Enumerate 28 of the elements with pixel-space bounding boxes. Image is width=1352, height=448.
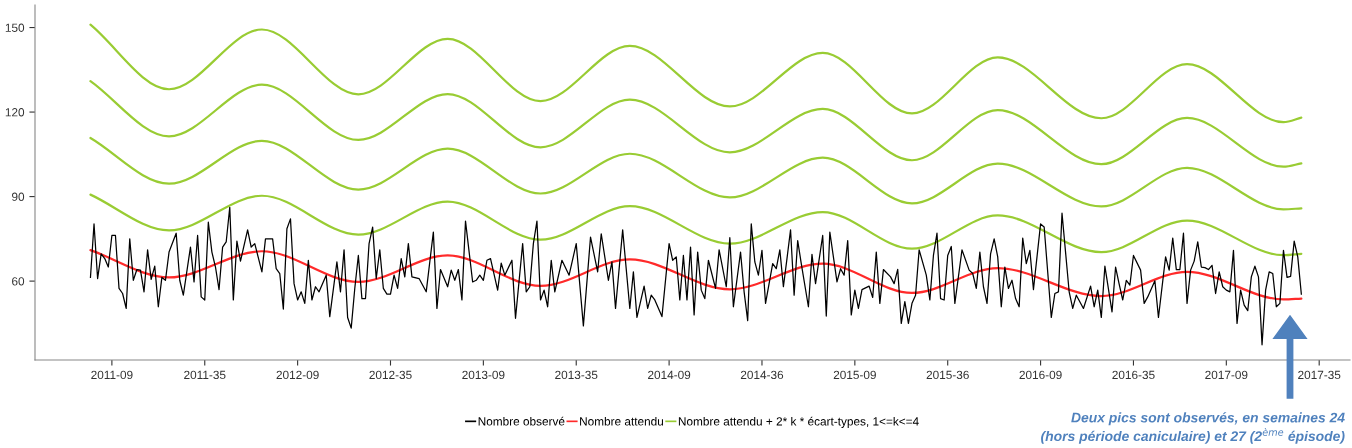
text: Deux pics sont observés, en semaines 24 (hors période caniculaire) et 27 (2$^{ème}$ épisode) <box>1041 412 1345 444</box>
y-tick-label: 90 <box>12 192 25 201</box>
x-tick-label: 2013-35 <box>555 370 598 380</box>
y-tick-label: 150 <box>5 23 25 32</box>
x-tick-label: 2012-35 <box>369 370 412 380</box>
x-tick-label: 2015-09 <box>833 370 876 380</box>
x-tick-label: 2012-09 <box>276 370 319 380</box>
line-series <box>89 206 1302 346</box>
x-tick-label: 2016-35 <box>1112 370 1155 380</box>
line-series <box>89 79 1303 168</box>
legend-label: Nombre attendu + 2* k * écart-types, 1<=k<=4 <box>678 416 919 428</box>
line-series <box>89 249 1303 301</box>
line-series <box>89 136 1303 211</box>
line-series <box>89 23 1303 124</box>
y-tick-label: 60 <box>12 277 25 286</box>
x-tick-label: 2011-09 <box>91 370 133 380</box>
x-tick-label: 2017-09 <box>1205 370 1248 380</box>
x-tick-label: 2016-09 <box>1019 370 1062 380</box>
line-series <box>89 193 1303 257</box>
x-tick-label: 2015-36 <box>926 370 969 380</box>
y-tick-label: 120 <box>5 108 25 117</box>
x-tick-label: 2017-35 <box>1298 370 1341 380</box>
x-tick-label: 2014-09 <box>648 370 691 380</box>
legend-label: Nombre observé <box>478 416 565 426</box>
legend-label: Nombre attendu <box>580 416 663 426</box>
x-tick-label: 2013-09 <box>462 370 505 380</box>
x-tick-label: 2014-36 <box>740 370 784 380</box>
x-tick-label: 2011-35 <box>184 370 226 380</box>
